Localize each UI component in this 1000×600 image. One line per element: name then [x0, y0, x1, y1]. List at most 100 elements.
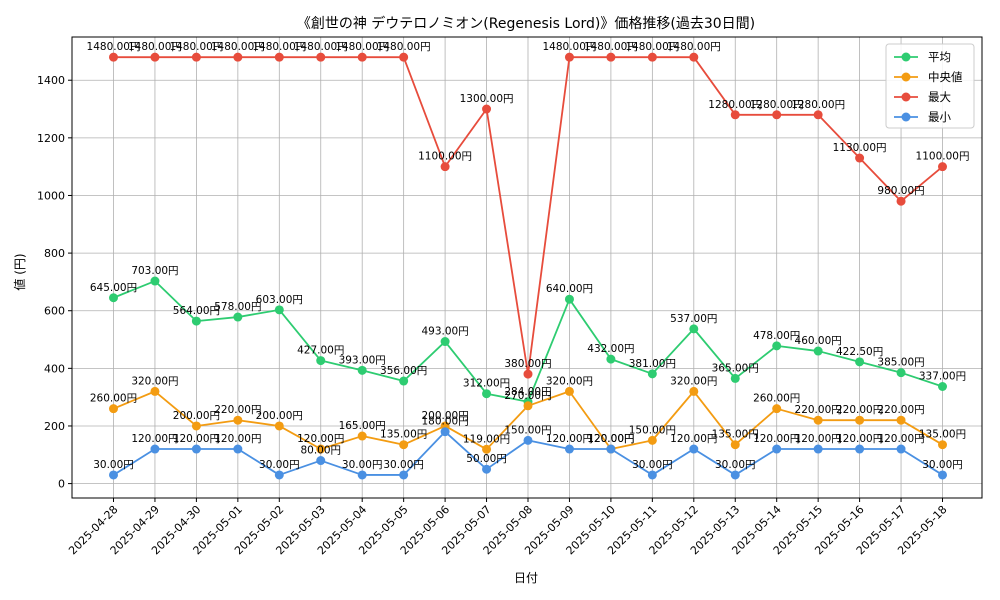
data-point — [813, 110, 823, 120]
data-label: 393.00円 — [339, 354, 386, 366]
data-label: 1480.00円 — [252, 41, 306, 53]
data-label: 640.00円 — [546, 283, 593, 295]
data-point — [647, 470, 657, 480]
data-label: 427.00円 — [297, 345, 344, 357]
series-4: 30.00円120.00円120.00円120.00円30.00円80.00円3… — [93, 416, 963, 480]
data-point — [564, 386, 574, 396]
data-label: 260.00円 — [90, 393, 137, 405]
data-label: 200.00円 — [256, 410, 303, 422]
data-label: 1480.00円 — [377, 41, 431, 53]
data-label: 220.00円 — [836, 404, 883, 416]
data-label: 80.00円 — [300, 445, 341, 457]
data-point — [109, 52, 118, 62]
data-point — [938, 162, 947, 172]
y-tick-label: 1000 — [37, 189, 65, 202]
data-label: 220.00円 — [877, 404, 924, 416]
data-point — [109, 293, 118, 303]
data-label: 460.00円 — [795, 335, 842, 347]
data-point — [523, 435, 533, 445]
data-point — [689, 52, 699, 62]
data-point — [647, 52, 657, 62]
data-label: 120.00円 — [670, 433, 717, 445]
data-point — [689, 324, 699, 334]
data-point — [357, 470, 367, 480]
data-label: 493.00円 — [421, 326, 468, 338]
data-point — [440, 162, 450, 172]
data-point — [191, 52, 201, 62]
data-label: 1130.00円 — [833, 142, 887, 154]
chart-title: 《創世の神 デウテロノミオン(Regenesis Lord)》価格推移(過去30… — [297, 15, 755, 32]
data-point — [109, 470, 118, 480]
data-label: 422.50円 — [836, 346, 883, 358]
data-label: 30.00円 — [342, 459, 383, 471]
data-point — [606, 354, 616, 364]
data-point — [316, 52, 326, 62]
data-label: 1480.00円 — [128, 41, 182, 53]
data-label: 603.00円 — [256, 294, 303, 306]
data-label: 980.00円 — [877, 185, 924, 197]
data-label: 320.00円 — [670, 375, 717, 387]
y-axis: 0 200 400 600 800 1000 1200 1400 — [37, 74, 72, 491]
legend-marker — [901, 112, 911, 122]
data-label: 337.00円 — [919, 370, 966, 382]
data-label: 1480.00円 — [542, 41, 596, 53]
data-point — [523, 369, 533, 379]
legend-marker — [901, 72, 911, 82]
data-point — [274, 421, 284, 431]
data-label: 1280.00円 — [791, 99, 845, 111]
data-point — [399, 376, 409, 386]
data-label: 1100.00円 — [418, 151, 472, 163]
series-2: 260.00円320.00円200.00円220.00円200.00円120.0… — [90, 375, 966, 454]
data-point — [855, 444, 865, 454]
data-point — [938, 381, 947, 391]
data-label: 50.00円 — [466, 453, 507, 465]
data-point — [399, 440, 409, 450]
data-point — [233, 52, 243, 62]
data-point — [606, 444, 616, 454]
data-point — [730, 110, 740, 120]
data-point — [274, 52, 284, 62]
data-label: 645.00円 — [90, 282, 137, 294]
data-label: 284.00円 — [504, 386, 551, 398]
data-label: 1480.00円 — [87, 41, 141, 53]
data-point — [191, 444, 201, 454]
data-point — [689, 386, 699, 396]
data-label: 1280.00円 — [708, 99, 762, 111]
data-label: 120.00円 — [131, 433, 178, 445]
data-point — [813, 346, 823, 356]
y-tick-label: 1200 — [37, 132, 65, 145]
y-axis-label: 値 (円) — [12, 253, 27, 290]
data-label: 703.00円 — [131, 265, 178, 277]
data-label: 578.00円 — [214, 301, 261, 313]
data-label: 385.00円 — [877, 357, 924, 369]
data-point — [855, 357, 865, 367]
data-point — [772, 110, 782, 120]
data-point — [730, 373, 740, 383]
data-label: 381.00円 — [629, 358, 676, 370]
y-tick-label: 200 — [44, 420, 65, 433]
data-label: 270.00円 — [504, 390, 551, 402]
data-label: 365.00円 — [712, 362, 759, 374]
legend-marker — [901, 52, 911, 62]
data-point — [440, 427, 450, 437]
data-point — [357, 365, 367, 375]
data-point — [440, 337, 450, 347]
legend-marker — [901, 92, 911, 102]
data-point — [109, 404, 118, 414]
data-label: 320.00円 — [546, 375, 593, 387]
legend-label: 最大 — [928, 90, 951, 104]
data-point — [813, 444, 823, 454]
data-label: 1480.00円 — [584, 41, 638, 53]
data-point — [482, 389, 492, 399]
data-label: 30.00円 — [93, 459, 134, 471]
data-label: 30.00円 — [632, 459, 673, 471]
y-tick-label: 800 — [44, 247, 65, 260]
data-label: 478.00円 — [753, 330, 800, 342]
data-label: 537.00円 — [670, 313, 717, 325]
data-point — [689, 444, 699, 454]
data-point — [150, 386, 160, 396]
legend-box — [885, 43, 975, 129]
data-label: 432.00円 — [587, 343, 634, 355]
data-label: 30.00円 — [259, 459, 300, 471]
